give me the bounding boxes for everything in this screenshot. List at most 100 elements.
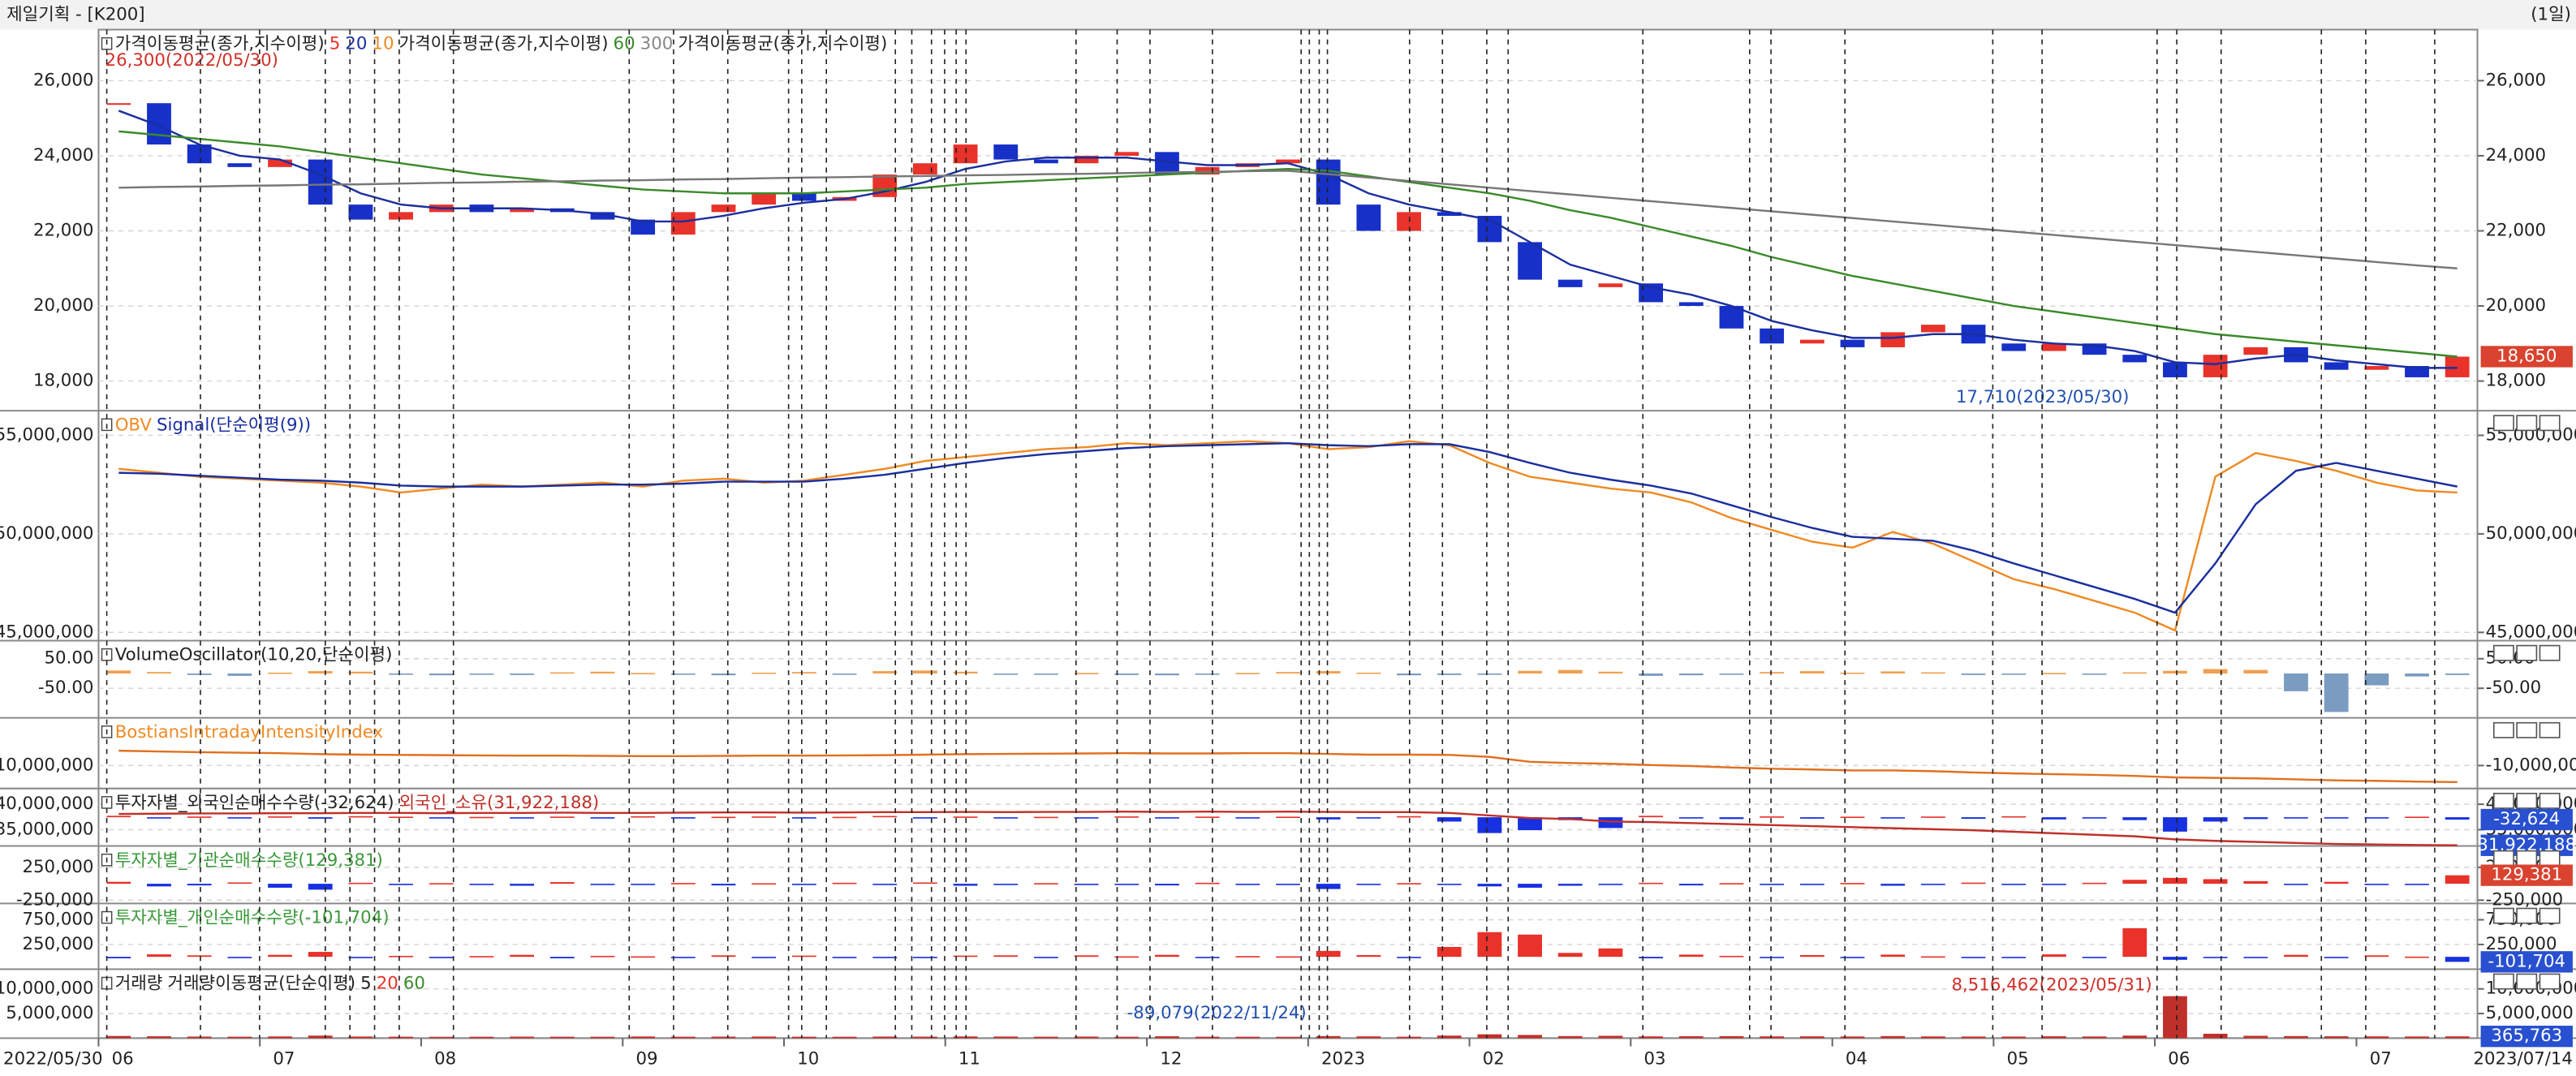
bar [469, 673, 494, 675]
bar [348, 671, 373, 674]
candle [670, 212, 696, 235]
x-tick-label: 06 [2168, 1049, 2190, 1070]
y-tick-label-right: 22,000 [2486, 220, 2546, 240]
bar [711, 673, 736, 676]
bar [711, 816, 736, 819]
bar [1961, 957, 1986, 958]
bar [2284, 884, 2308, 885]
bar [2001, 884, 2027, 885]
candle [1316, 159, 1341, 205]
panel-icon [2492, 415, 2514, 432]
candle [1880, 332, 1906, 347]
bar [1719, 673, 1744, 675]
bar [1356, 672, 1381, 674]
candle [1114, 152, 1139, 156]
bar [1276, 672, 1300, 674]
panel-icon [2516, 907, 2538, 924]
bar [872, 671, 898, 674]
last-value-badge [2480, 1026, 2573, 1048]
legend-entry: 투자자별_기관순매수수량(129,381) [115, 850, 383, 871]
legend-entry: 5 [360, 974, 372, 994]
candle [1518, 242, 1542, 280]
bar [993, 1036, 1019, 1039]
candle [912, 163, 937, 175]
bar [187, 955, 212, 958]
bar [106, 1035, 131, 1039]
bar [227, 817, 252, 819]
x-start-label: 2022/05/30 [3, 1049, 102, 1070]
bar [1276, 816, 1300, 819]
bar [590, 817, 615, 819]
candle [1760, 328, 1785, 344]
bar [1920, 816, 1945, 818]
bar [832, 1036, 857, 1039]
bar [1114, 956, 1139, 958]
panel-icon [2516, 415, 2538, 432]
candle [2042, 343, 2066, 351]
bar [1114, 884, 1139, 885]
y-tick-label-right: 18,000 [2486, 371, 2546, 391]
bar [590, 671, 615, 674]
legend-entry: OBV [115, 415, 153, 435]
bar [791, 817, 816, 819]
candle [308, 159, 333, 205]
last-value-label: 129,381 [2491, 865, 2562, 885]
bar [872, 1036, 898, 1039]
bar [631, 956, 656, 958]
bar [1195, 816, 1220, 818]
bar [2122, 1035, 2147, 1039]
bar [1598, 1035, 1623, 1039]
bar [1074, 884, 1099, 885]
y-tick-label-right: 20,000 [2486, 295, 2546, 316]
bar [2082, 1036, 2107, 1039]
candle [1074, 155, 1099, 164]
panel-icon [2539, 973, 2561, 990]
bar [953, 816, 978, 818]
bar [1961, 673, 1986, 675]
bar [2405, 884, 2429, 885]
bar [1840, 883, 1865, 884]
bar [2324, 817, 2349, 819]
bar [1598, 671, 1623, 674]
bar [791, 672, 816, 674]
y-tick-label: 24,000 [33, 145, 93, 166]
bar [1719, 955, 1744, 958]
candle [631, 219, 656, 235]
panel-icon [2492, 907, 2514, 924]
bar [1155, 1036, 1179, 1039]
candle [2324, 362, 2349, 370]
bar [1437, 673, 1462, 675]
x-tick-label: 02 [1483, 1049, 1505, 1070]
y-tick-label-right: 26,000 [2486, 70, 2546, 90]
x-end-label: 2023/07/14 [2473, 1049, 2572, 1070]
bar [2405, 816, 2429, 819]
bar [1437, 1035, 1462, 1039]
bar [1799, 671, 1824, 674]
candle [1437, 212, 1462, 216]
bar [1276, 956, 1300, 958]
chart-title: 제일기획 - [K200] [6, 4, 144, 24]
annotation: -89,079(2022/11/24) [1127, 1003, 1307, 1023]
bar [1276, 884, 1300, 885]
candle [1678, 302, 1704, 307]
bar [1678, 954, 1704, 958]
bar [2163, 877, 2187, 884]
bar [872, 816, 898, 818]
bar [2445, 957, 2470, 962]
y-tick-label: 5,000,000 [6, 1003, 93, 1023]
bar [711, 955, 736, 958]
series-line [118, 811, 2458, 846]
bar [1760, 957, 1785, 958]
bar [832, 882, 857, 884]
legend-entry: 외국인_소유(31,922,188) [399, 793, 600, 813]
bar [2364, 817, 2389, 819]
bar [2042, 954, 2066, 958]
bar [1235, 1036, 1260, 1039]
bar [1799, 1036, 1824, 1039]
x-tick-label: 12 [1160, 1049, 1182, 1070]
bar [1034, 816, 1058, 819]
bar [2001, 957, 2027, 958]
candle [268, 159, 292, 167]
y-tick-label: 40,000,000 [0, 794, 93, 814]
